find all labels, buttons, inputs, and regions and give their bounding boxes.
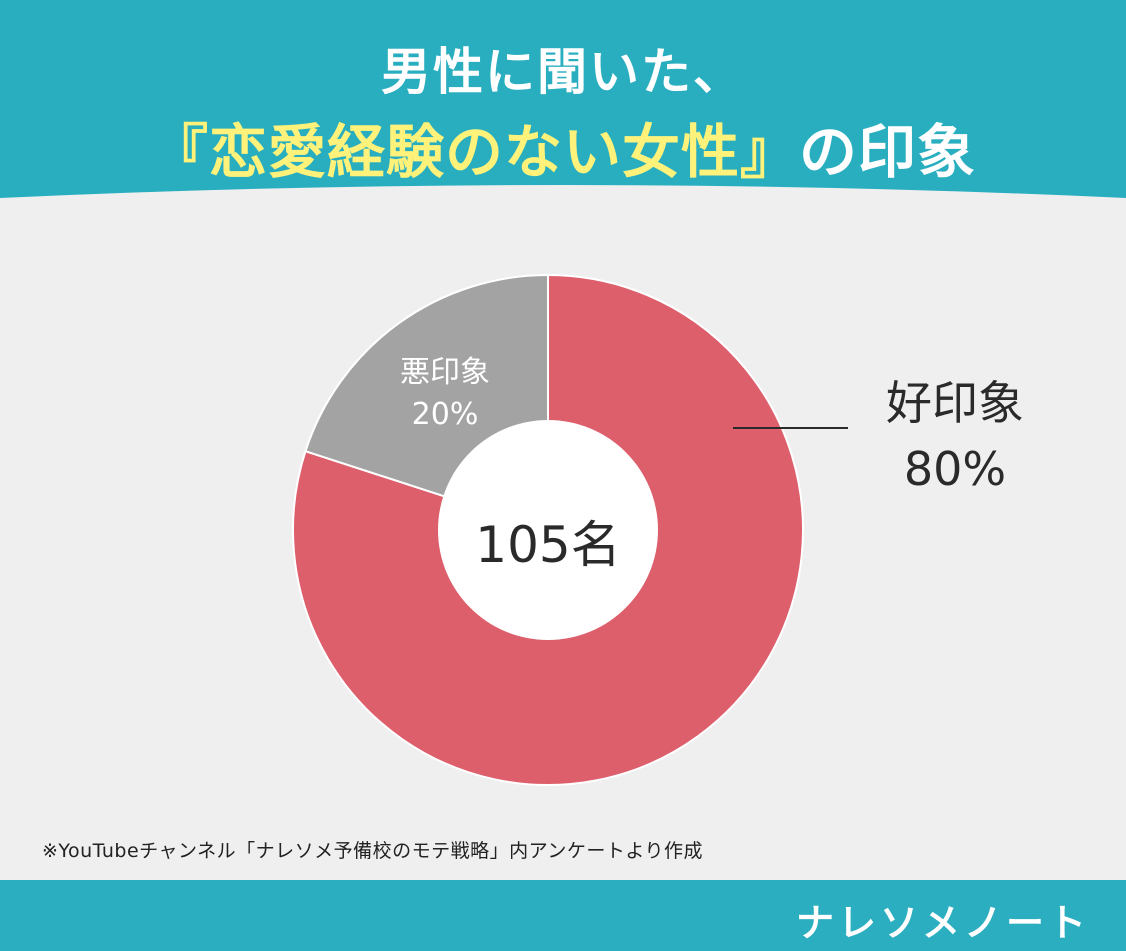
slice-good: [292, 273, 804, 786]
slice-value-good: 80%: [903, 442, 1007, 496]
title-line-1: 男性に聞いた、: [381, 43, 745, 101]
slice-name-bad: 悪印象: [400, 355, 490, 390]
slice-label-bad: 悪印象 20%: [360, 352, 530, 436]
donut-hole: [438, 420, 658, 640]
title-line-2-suffix: の印象: [799, 118, 977, 186]
title-line-2-main: 『恋愛経験のない女性』: [149, 118, 799, 186]
header-banner: [0, 0, 1126, 198]
footer-bar: ナレソメノート: [0, 880, 1126, 951]
slice-name-good: 好印象: [886, 376, 1024, 430]
slice-label-good: 好印象 80%: [845, 370, 1065, 502]
title-line-2: 『恋愛経験のない女性』の印象: [0, 105, 1126, 189]
source-note: ※YouTubeチャンネル「ナレソメ予備校のモテ戦略」内アンケートより作成: [42, 840, 703, 862]
slice-value-bad: 20%: [411, 397, 479, 432]
slices-group: [292, 273, 804, 786]
donut-center-label: 105名: [475, 516, 621, 574]
footer-logo: ナレソメノート: [795, 901, 1090, 945]
